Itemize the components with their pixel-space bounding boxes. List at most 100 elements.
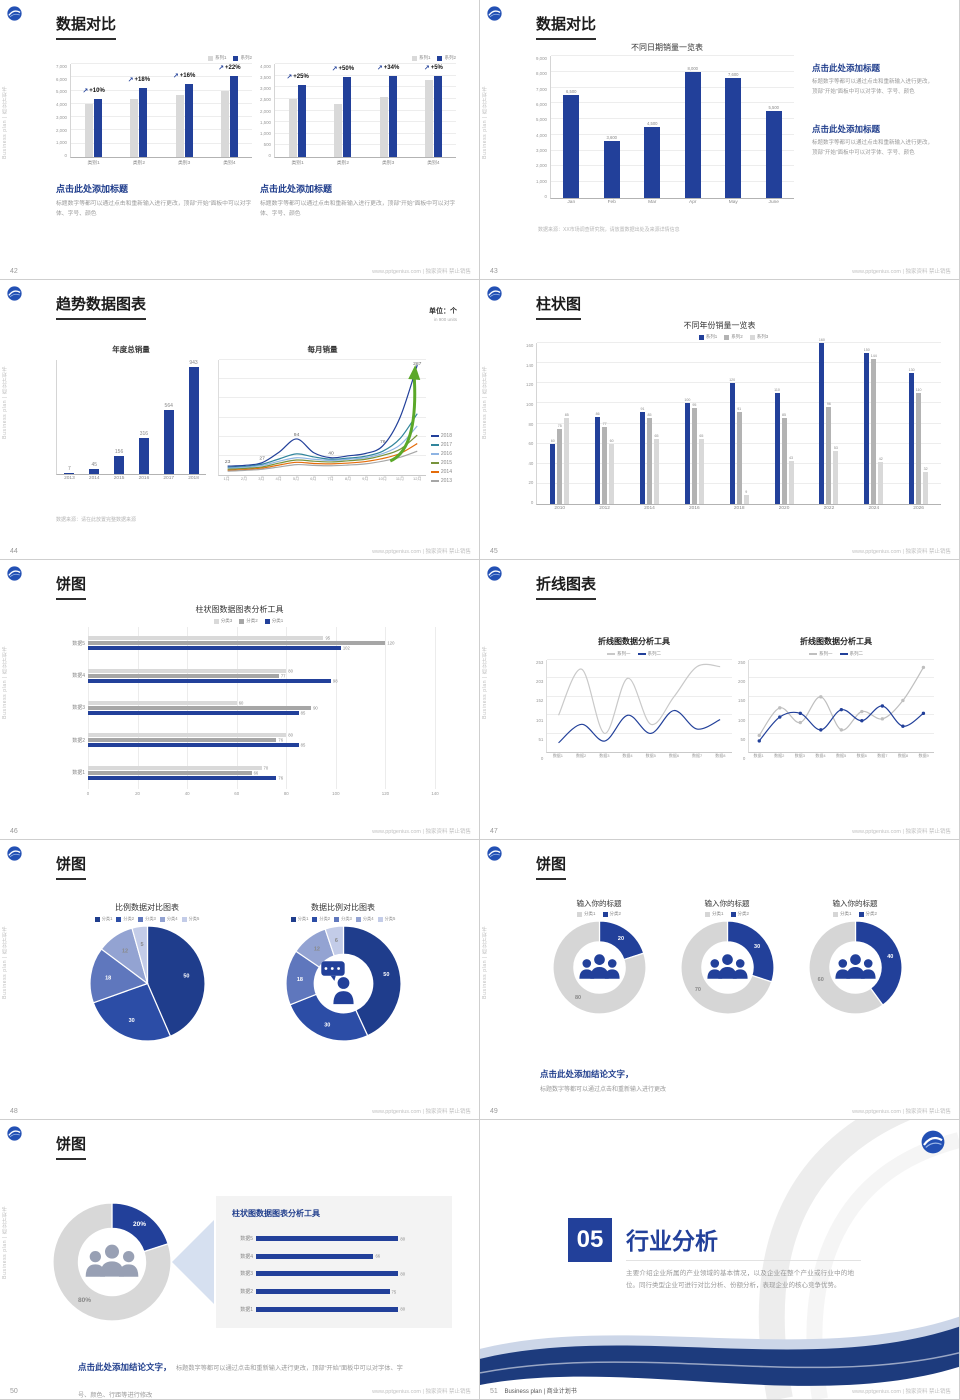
- gridline: [219, 435, 426, 437]
- bar: 91: [639, 407, 645, 504]
- chart-legend: 系列1 系列2: [260, 55, 456, 61]
- legend-swatch: [724, 334, 730, 340]
- bar-value: 86: [595, 412, 600, 417]
- slide-title: 饼图: [56, 573, 87, 600]
- bar-value: 76: [278, 775, 284, 781]
- page-number: 50: [10, 1388, 18, 1395]
- x-tick-label: 3月: [258, 476, 265, 481]
- person-body: [100, 1261, 124, 1277]
- comparison-block-right: 系列1 系列2 4,000 3,500 3,000 2,500 2,000 1,500 1,00…: [260, 55, 456, 219]
- bar: 65: [653, 434, 659, 504]
- bar-value: 32: [923, 466, 928, 471]
- bar: [88, 775, 277, 780]
- category-label: Jan: [567, 200, 576, 205]
- legend-label: 2016: [440, 451, 452, 457]
- bar: [175, 94, 184, 157]
- bar-track: 76: [88, 738, 435, 743]
- bar: [343, 76, 352, 157]
- bar: 5,500: [765, 105, 782, 198]
- bar-track: 80: [88, 733, 435, 738]
- chart-title: 折线图数据分析工具: [598, 637, 670, 646]
- page-number: 49: [490, 1108, 498, 1115]
- person-head: [849, 954, 861, 965]
- data-marker: [819, 728, 823, 732]
- line-series: [227, 443, 418, 471]
- bar-track: 98: [88, 678, 435, 683]
- block-body: 标题数字等都可以通过点击和重新输入进行更改，顶部“开始”面板中可以对字体、字号、…: [812, 79, 934, 95]
- bar-value: 60: [550, 438, 555, 443]
- category-label: 类别3: [381, 161, 395, 166]
- bar-plot: 7,000 6,000 5,000 4,000 3,000 2,000 1,000 0 类别1 ↗…: [56, 63, 252, 167]
- x-axis: 数据1 数据2 数据3 数据4 数据5 数据6 数据7 数据8: [546, 753, 732, 761]
- bar: 42: [878, 457, 884, 504]
- legend-swatch: [430, 471, 439, 473]
- plot-area: [748, 659, 934, 753]
- category-label: 2015: [113, 476, 125, 481]
- data-marker: [757, 733, 762, 738]
- footer-site-text: www.pptgenius.com | 独家资料 禁止销售: [372, 829, 471, 835]
- slide-title: 数据对比: [536, 13, 597, 40]
- company-logo-icon: [487, 846, 502, 861]
- bar-value: 110: [915, 388, 922, 393]
- bar-value: 66: [375, 1253, 381, 1259]
- legend-item: 系列二: [637, 651, 661, 657]
- bar-value: 77: [602, 421, 607, 426]
- growth-annotation: ↗ +5%: [424, 64, 443, 72]
- pie-area: 50 30 18 12 5: [62, 925, 232, 1042]
- chart-legend: 2018 2017 2016 2015 2014 2013: [430, 360, 452, 484]
- bar: [256, 1236, 399, 1242]
- bar-zone: 60 90 85: [88, 700, 435, 715]
- line-plot: 253 203 152 101 51 0 数据1 数据2 数据3 数据4 数据5 数据6 数据7 数据8: [536, 659, 732, 761]
- page-number: 51: [490, 1388, 498, 1395]
- y-tick-label: 150: [738, 698, 746, 704]
- category-label: 数据1: [240, 1306, 253, 1313]
- y-axis: 9,000 8,000 7,000 6,000 5,000 4,000 3,000 2,000…: [536, 56, 550, 199]
- line-plot: 250 200 150 100 50 0 数据1 数据2 数据3 数据4 数据5 数据6 数据7 数据8 数…: [738, 659, 934, 761]
- bar-zone: 75: [256, 1289, 434, 1295]
- bar-value: 102: [342, 645, 350, 651]
- y-tick-label: 0: [742, 755, 746, 761]
- bar-value: 96: [826, 402, 831, 407]
- category-label: 类别4: [223, 161, 236, 166]
- page-number: 45: [490, 548, 498, 555]
- bar: 3,600: [603, 135, 620, 198]
- data-marker: [819, 695, 823, 699]
- chart-title: 输入你的标题: [576, 899, 622, 908]
- line-chart: 23 27 94 40 76 287 1月 2月 3月 4月 5月 6月 7月 8月 9月 10月 11月 12月…: [218, 359, 452, 484]
- slice-label: 30: [754, 944, 760, 950]
- gridline: [547, 659, 732, 660]
- data-marker: [881, 717, 885, 721]
- bar: 32: [923, 467, 929, 504]
- bar-value: 85: [564, 413, 569, 418]
- legend-swatch: [138, 916, 144, 922]
- bar-track: 66: [256, 1253, 434, 1259]
- chart-legend: 系列1 系列2: [56, 55, 252, 61]
- bar-group: 6,500 Jan: [551, 56, 592, 205]
- conclusion-block: 点击此处添加结论文字， 标题数字等都可以通过点击和重新输入进行更改: [540, 1068, 666, 1093]
- donut-chart-block: 输入你的标题 分类1 分类2 30 70: [666, 898, 788, 1015]
- bar-value: 85: [300, 742, 306, 748]
- legend-item: 分类2: [116, 916, 134, 922]
- bar: 77: [602, 422, 608, 504]
- data-marker: [901, 724, 905, 728]
- chart-title: 不同日期销量一览表: [631, 43, 703, 52]
- legend-item: 系列二: [839, 651, 863, 657]
- pie-chart: 分类1 分类2 分类3 分类4 分类5 50 30 18 12 5: [62, 916, 232, 1042]
- bar: [88, 738, 277, 743]
- page-number: 44: [10, 548, 18, 555]
- legend-item: 分类1: [704, 911, 724, 917]
- analysis-panel: 柱状图数据图表分析工具 数据5 80 数据4 66 数据3 80 数据2 75 数据1 80: [216, 1196, 452, 1328]
- line-chart: 系列一 系列二 253 203 152 101 51 0 数据1 数据2 数据3 数据4 数据5 数据6 数…: [536, 651, 732, 761]
- legend-swatch: [116, 916, 122, 922]
- footer-left: 51 Business plan | 商业计划书: [490, 1386, 577, 1395]
- bar-value: 60: [609, 438, 614, 443]
- y-tick-label: 2,000: [260, 108, 271, 114]
- bar: [88, 770, 252, 775]
- block-body: 标题数字等都可以通过点击和重新输入进行更改，顶部“开始”面板中可以对字体、字号、…: [812, 140, 934, 156]
- bar-value: 75: [391, 1289, 397, 1295]
- bar: 96: [826, 402, 832, 504]
- slide-title: 数据对比: [56, 13, 117, 40]
- x-tick-label: 数据8: [897, 753, 909, 758]
- pie-area: 20% 80%: [52, 1202, 172, 1322]
- pie-slice: [146, 925, 206, 1038]
